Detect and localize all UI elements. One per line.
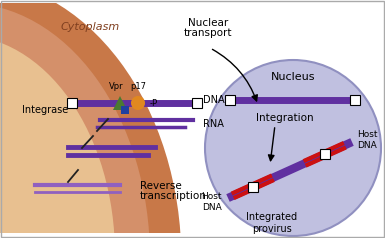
Text: Host
DNA: Host DNA — [201, 192, 222, 212]
Text: Nuclear: Nuclear — [188, 18, 228, 28]
Text: p17: p17 — [130, 82, 146, 91]
Text: Integrase: Integrase — [22, 105, 68, 115]
Text: Host
DNA: Host DNA — [357, 130, 378, 150]
Bar — [67, 98, 77, 108]
Text: Vpr: Vpr — [109, 82, 123, 91]
Text: transport: transport — [184, 28, 232, 38]
Text: RNA: RNA — [203, 119, 224, 129]
Text: Integration: Integration — [256, 113, 314, 123]
Bar — [350, 95, 360, 105]
Bar — [225, 95, 235, 105]
Text: transcription: transcription — [140, 191, 207, 201]
Bar — [192, 98, 202, 108]
Text: Cytoplasm: Cytoplasm — [60, 22, 120, 32]
Text: Reverse: Reverse — [140, 181, 182, 191]
Ellipse shape — [0, 3, 150, 238]
Bar — [248, 182, 258, 192]
Text: Nucleus: Nucleus — [271, 72, 315, 82]
Text: -P: -P — [150, 99, 158, 109]
Circle shape — [131, 96, 145, 110]
Bar — [320, 149, 330, 159]
Bar — [210, 0, 385, 238]
Bar — [0, 233, 385, 238]
Polygon shape — [113, 96, 127, 110]
Text: Integrated
provirus: Integrated provirus — [246, 212, 298, 234]
Bar — [0, 0, 385, 3]
Text: DNA: DNA — [203, 95, 224, 105]
Ellipse shape — [0, 0, 180, 238]
Bar — [121, 106, 129, 114]
Circle shape — [205, 60, 381, 236]
Ellipse shape — [0, 35, 115, 238]
